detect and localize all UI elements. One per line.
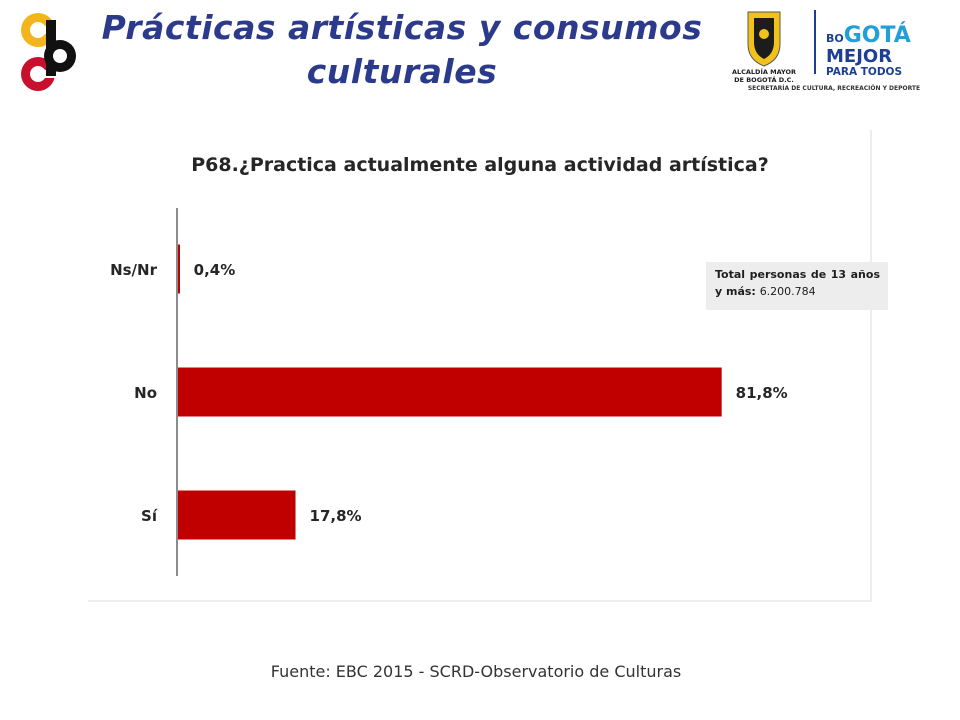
- brand-gota: GOTÁ: [844, 22, 911, 48]
- note-value: 6.200.784: [759, 285, 816, 298]
- brand-para-todos: PARA TODOS: [826, 66, 902, 78]
- category-label-1: No: [134, 384, 157, 402]
- bar-2: [178, 490, 296, 540]
- bar-1: [178, 367, 722, 417]
- alcaldia-line1: ALCALDÍA MAYOR: [732, 67, 796, 76]
- value-label-1: 81,8%: [736, 384, 788, 402]
- chart-panel: P68.¿Practica actualmente alguna activid…: [88, 130, 872, 602]
- bar-chart: Ns/Nr 0,4% No 81,8% Sí 17,8%: [110, 208, 788, 576]
- secretaria-label: SECRETARÍA DE CULTURA, RECREACIÓN Y DEPO…: [748, 84, 920, 92]
- value-label-2: 17,8%: [310, 507, 362, 525]
- alcaldia-bogota-logo: ALCALDÍA MAYOR DE BOGOTÁ D.C. BOGOTÁ MEJ…: [732, 10, 920, 92]
- brand-mejor: MEJOR: [826, 46, 892, 67]
- category-label-2: Sí: [141, 507, 158, 525]
- note-label: Total personas de 13 años y más:: [715, 268, 880, 298]
- page-title: Prácticas artísticas y consumos cultural…: [101, 8, 703, 91]
- brand-bo: BO: [826, 32, 844, 45]
- category-label-0: Ns/Nr: [110, 261, 158, 279]
- chart-title: P68.¿Practica actualmente alguna activid…: [191, 154, 769, 176]
- svg-text:BOGOTÁ: BOGOTÁ: [826, 22, 911, 48]
- value-label-0: 0,4%: [194, 261, 236, 279]
- alcaldia-line2: DE BOGOTÁ D.C.: [734, 75, 794, 84]
- bar-0: [178, 244, 180, 294]
- ocb-logo: [21, 13, 76, 91]
- source-text: Fuente: EBC 2015 - SCRD-Observatorio de …: [270, 662, 682, 681]
- total-persons-note: Total personas de 13 años y más: 6.200.7…: [706, 262, 888, 310]
